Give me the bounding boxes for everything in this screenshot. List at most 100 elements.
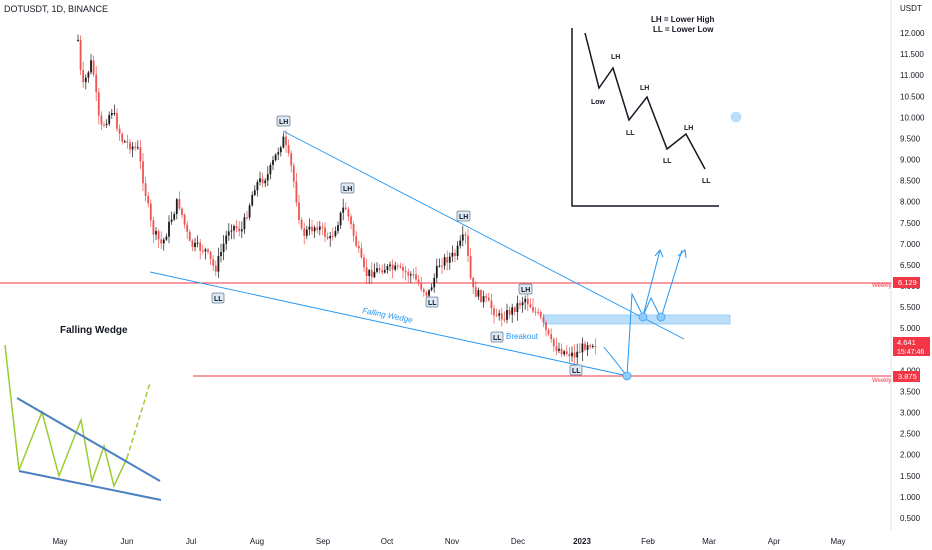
candle-body [222, 243, 225, 252]
candle-body [116, 112, 118, 129]
svg-text:LL: LL [626, 130, 635, 137]
candle-body [422, 289, 425, 293]
candle-body [274, 154, 277, 161]
candle-body [90, 60, 92, 73]
candle-body [428, 290, 430, 296]
candle-body [409, 274, 412, 276]
wedge-upper-trendline[interactable] [282, 130, 685, 340]
candle-body [404, 270, 407, 273]
candle-body [243, 217, 246, 230]
price-tick-label: 1.500 [900, 472, 921, 481]
candle-body [253, 190, 256, 195]
candle-body [539, 312, 542, 318]
candle-body [513, 307, 516, 312]
candle-body [261, 178, 264, 184]
candle-body [178, 199, 181, 209]
price-axis[interactable] [891, 0, 932, 550]
price-tick-label: 5.000 [900, 324, 921, 333]
candle-body [308, 226, 311, 230]
candle-body [516, 303, 519, 312]
price-tick-label: 4.000 [900, 366, 921, 375]
candle-body [290, 153, 293, 166]
wedge-lower-trendline[interactable] [149, 271, 629, 377]
candle-body [287, 144, 290, 154]
price-tick-label: 0.500 [900, 514, 921, 523]
candle-body [160, 239, 163, 244]
candle-body [300, 219, 303, 229]
candle-body [136, 147, 139, 149]
legend-zigzag [584, 32, 706, 170]
price-tick-label: 7.000 [900, 240, 921, 249]
candle-body [298, 202, 300, 220]
candle-body [251, 194, 254, 206]
breakout-label: Breakout [506, 332, 539, 341]
candle-body [144, 183, 147, 196]
level-tag-upper: Weekly [872, 283, 892, 289]
candle-body [589, 345, 592, 347]
candle-body [272, 160, 274, 165]
candle-body [175, 199, 178, 214]
candle-body [123, 141, 126, 143]
price-tick-label: 1.000 [900, 493, 921, 502]
price-tick-label: 10.500 [900, 92, 925, 101]
candle-body [337, 225, 339, 232]
time-tick-label: Aug [250, 537, 264, 546]
candle-body [547, 329, 550, 335]
level-price-tag-lower: 3.875 [893, 371, 920, 382]
candle-body [399, 266, 402, 268]
candle-body [77, 39, 79, 41]
candle-body [100, 115, 103, 125]
candle-body [381, 270, 384, 273]
time-tick-label: May [830, 537, 845, 546]
candle-body [173, 213, 176, 220]
candle-body [279, 147, 282, 153]
candle-body [482, 296, 485, 302]
candle-body [526, 298, 529, 305]
candle-body [498, 313, 501, 316]
candle-body [110, 113, 113, 116]
candle-body [448, 256, 451, 263]
projection-point-breakout[interactable] [656, 312, 666, 322]
projection-point-retest[interactable] [638, 312, 648, 322]
candle-body [532, 307, 534, 312]
candle-body [186, 224, 189, 232]
candle-body [212, 259, 215, 266]
candle-body [550, 334, 553, 340]
candle-body [524, 298, 527, 303]
candle-body [181, 208, 183, 215]
candle-body [331, 235, 334, 237]
candle-body [370, 269, 373, 278]
price-tick-label: 12.000 [900, 29, 925, 38]
price-tick-label: 6.500 [900, 261, 921, 270]
swing-label-ll-2: LL [425, 296, 439, 308]
candle-body [568, 353, 571, 357]
breakout-zone[interactable] [543, 314, 731, 325]
candle-body [383, 270, 386, 273]
candle-body [487, 297, 490, 301]
candle-body [303, 228, 306, 236]
svg-text:LH: LH [343, 186, 352, 193]
time-tick-label: Oct [381, 537, 394, 546]
candle-body [230, 230, 233, 232]
candle-body [292, 165, 295, 182]
candle-body [581, 343, 584, 353]
candle-body [446, 257, 449, 263]
projection-arrow-1[interactable] [642, 249, 661, 317]
candle-body [321, 226, 324, 228]
svg-text:15:47:46: 15:47:46 [897, 349, 924, 356]
marker-dot[interactable] [730, 111, 742, 123]
candle-body [238, 228, 241, 232]
projection-point-low[interactable] [622, 371, 632, 381]
price-tick-label: 11.500 [900, 50, 924, 59]
candle-body [295, 181, 298, 203]
candle-body [350, 216, 352, 225]
candle-body [105, 123, 108, 126]
candle-body [477, 290, 480, 297]
inset-zigzag [4, 344, 128, 489]
candle-body [235, 226, 238, 229]
candle-body [118, 128, 121, 134]
level-tag-lower: Weekly [872, 378, 892, 384]
candle-body [529, 304, 532, 308]
candle-body [326, 236, 329, 239]
